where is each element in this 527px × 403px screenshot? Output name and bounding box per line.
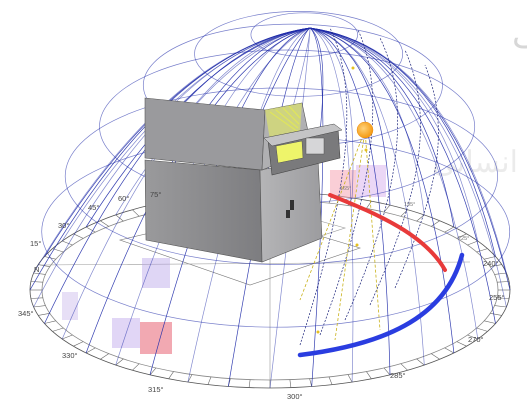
dome-meridian bbox=[33, 27, 507, 308]
compass-tick bbox=[416, 358, 425, 366]
building bbox=[144, 97, 343, 263]
sun-rays bbox=[299, 129, 381, 341]
compass-tick bbox=[309, 378, 312, 387]
compass-tick bbox=[476, 327, 488, 332]
compass-tick bbox=[497, 297, 510, 299]
compass-label-345: 345° bbox=[18, 309, 34, 318]
compass-tick bbox=[100, 353, 109, 360]
compass-tick bbox=[383, 367, 391, 376]
compass-tick bbox=[44, 256, 56, 260]
summer-sun-path bbox=[328, 193, 447, 272]
building-upper-front bbox=[144, 97, 266, 171]
compass-tick bbox=[73, 341, 84, 347]
compass-tick bbox=[33, 305, 46, 308]
window-frame bbox=[305, 137, 325, 155]
svg-text:پرتال جامع علوم انسانی: پرتال جامع علوم انسانی bbox=[432, 145, 527, 180]
winter-sun-path bbox=[297, 252, 465, 358]
compass-tick bbox=[62, 240, 73, 246]
compass-tick bbox=[431, 220, 440, 227]
compass-tick bbox=[484, 320, 496, 324]
compass-tick bbox=[115, 358, 124, 366]
compass-tick bbox=[149, 367, 157, 376]
compass-tick bbox=[431, 353, 440, 360]
compass-tick bbox=[100, 220, 109, 227]
compass-tick bbox=[366, 371, 372, 379]
compass-tick bbox=[38, 313, 50, 316]
compass-label-270: 270° bbox=[468, 335, 484, 344]
side-opening bbox=[290, 200, 294, 210]
compass-label-315: 315° bbox=[148, 385, 164, 394]
compass-tick bbox=[207, 376, 212, 385]
dome-latitude bbox=[194, 11, 404, 97]
compass-tick bbox=[490, 264, 502, 267]
sky-label-195: 195° bbox=[404, 202, 415, 208]
compass-tick bbox=[476, 248, 488, 253]
compass-label-285: 285° bbox=[390, 371, 406, 380]
compass-tick bbox=[30, 281, 43, 283]
window-bay-top bbox=[263, 123, 343, 147]
compass-ticks bbox=[30, 192, 510, 388]
compass-tick bbox=[132, 363, 140, 371]
dome-meridian bbox=[187, 27, 354, 383]
building-lower-side bbox=[259, 159, 323, 263]
compass-tick bbox=[52, 327, 64, 332]
dome-latitude bbox=[64, 87, 498, 265]
side-opening bbox=[286, 210, 290, 218]
compass-label-300: 300° bbox=[287, 392, 303, 401]
compass-tick bbox=[467, 334, 478, 340]
svg-text:پژوهشگاه علوم انسانی و مطالعات: پژوهشگاه علوم انسانی و مطالعات فرهنگی bbox=[512, 13, 527, 53]
watermark: پژوهشگاه علوم انسانی و مطالعات فرهنگی پر… bbox=[432, 13, 527, 180]
compass-tick bbox=[400, 363, 408, 371]
compass-tick bbox=[73, 233, 84, 239]
compass-tick bbox=[85, 226, 96, 233]
compass-tick bbox=[62, 334, 73, 340]
window-glass bbox=[275, 140, 304, 164]
compass-tick bbox=[456, 341, 467, 347]
compass-tick bbox=[490, 313, 502, 316]
compass-tick bbox=[444, 226, 455, 233]
compass-tick bbox=[168, 371, 174, 379]
compass-tick bbox=[187, 374, 193, 383]
compass-tick bbox=[289, 379, 292, 388]
sun-icon bbox=[356, 121, 374, 139]
sky-label-165: 165° bbox=[340, 186, 351, 192]
compass-label-240: 240° bbox=[483, 259, 499, 268]
compass-label-n: N bbox=[34, 265, 39, 274]
compass-label-60: 60° bbox=[118, 194, 129, 203]
compass-label-15: 15° bbox=[30, 239, 41, 248]
compass-tick bbox=[85, 347, 96, 354]
dome-latitude bbox=[250, 12, 359, 57]
building-lower-front bbox=[144, 159, 263, 263]
compass-tick bbox=[444, 347, 455, 354]
shading-patches bbox=[62, 165, 386, 354]
compass-tick bbox=[132, 209, 140, 217]
compass-tick bbox=[494, 272, 507, 275]
compass-tick bbox=[347, 374, 353, 383]
sky-label-225: 225° bbox=[458, 236, 469, 242]
compass-label-330: 330° bbox=[62, 351, 78, 360]
compass-tick bbox=[328, 376, 333, 385]
compass-label-255: 255° bbox=[489, 293, 505, 302]
hour-markers bbox=[316, 66, 368, 334]
compass-tick bbox=[248, 379, 251, 388]
compass-label-30: 30° bbox=[58, 221, 69, 230]
compass-tick bbox=[497, 281, 510, 283]
compass-tick bbox=[30, 297, 43, 299]
compass-labels: N 15° 30° 45° 60° 75° 240° 255° 270° 285… bbox=[18, 186, 505, 401]
compass-tick bbox=[484, 256, 496, 260]
compass-tick bbox=[494, 305, 507, 308]
compass-tick bbox=[467, 240, 478, 246]
sun-path-lines bbox=[299, 27, 439, 346]
compass-label-75: 75° bbox=[150, 190, 161, 199]
compass-tick bbox=[44, 320, 56, 324]
compass-label-45: 45° bbox=[88, 203, 99, 212]
